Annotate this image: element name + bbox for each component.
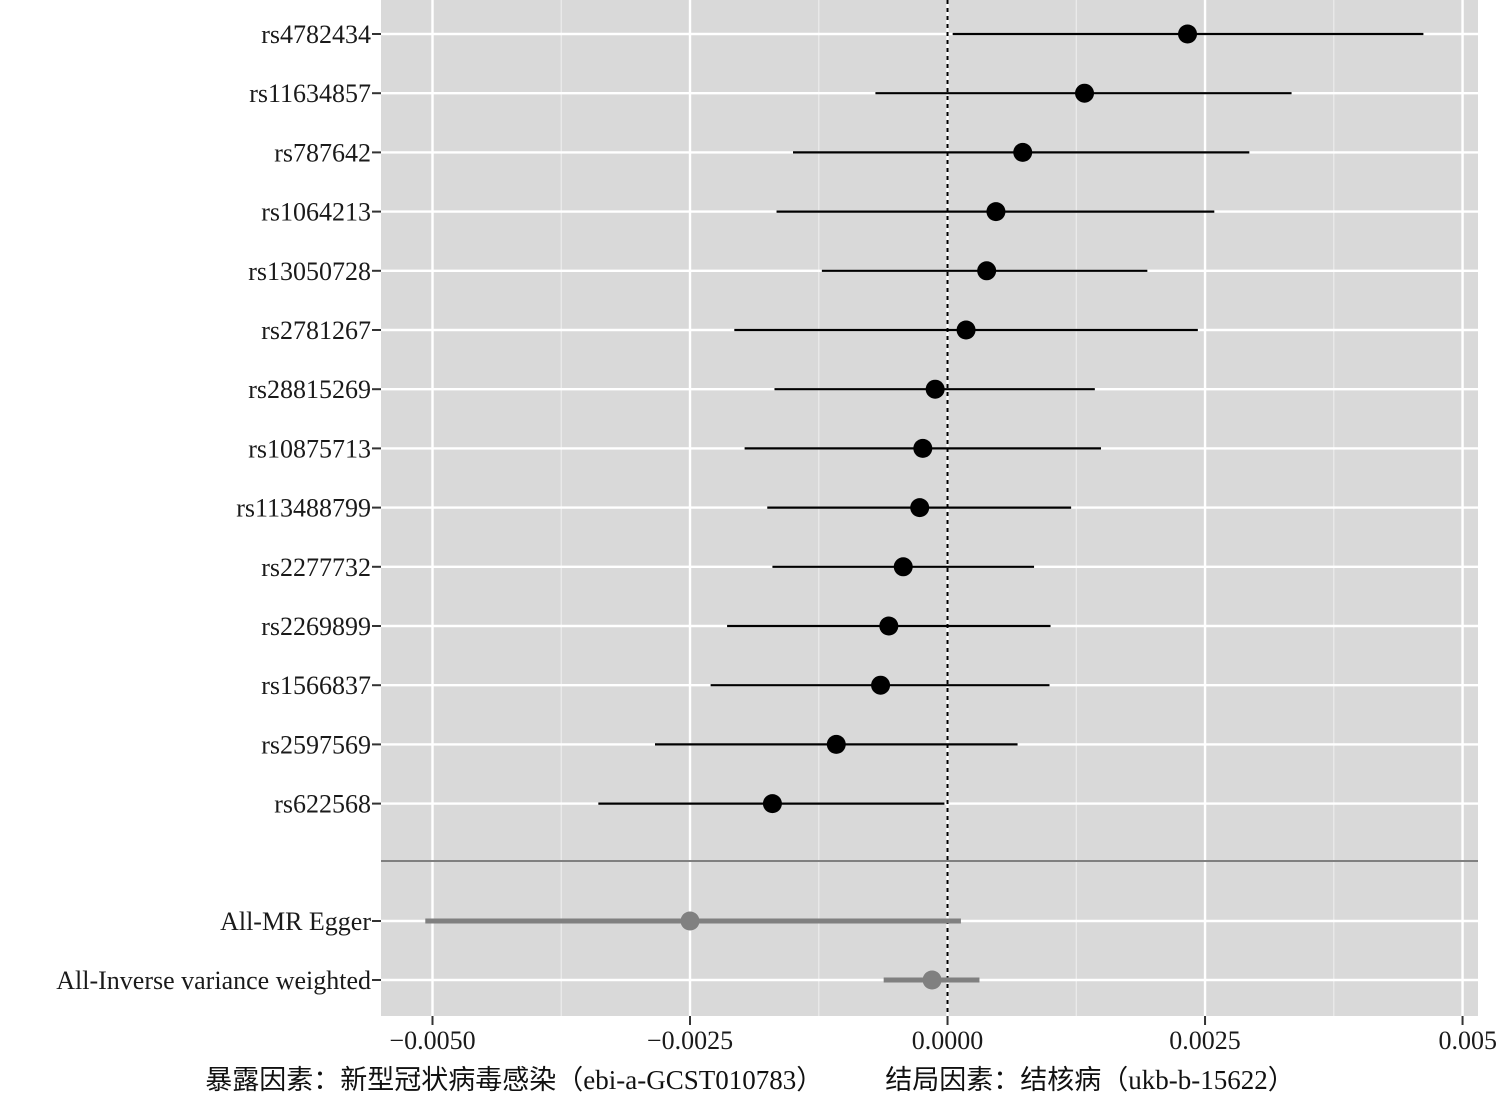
- snp-label: rs4782434: [261, 20, 371, 49]
- summary-point: [922, 970, 942, 990]
- x-tick-label: 0.005: [1439, 1026, 1498, 1055]
- snp-point: [977, 261, 997, 281]
- snp-label: rs1064213: [261, 198, 371, 227]
- x-tick-label: 0.0025: [1169, 1026, 1241, 1055]
- snp-point: [986, 202, 1006, 222]
- snp-point: [826, 734, 846, 754]
- snp-label: rs622568: [274, 790, 371, 819]
- caption-exposure: 暴露因素：新型冠状病毒感染（ebi-a-GCST010783）: [205, 1065, 824, 1095]
- snp-label: rs13050728: [248, 257, 371, 286]
- snp-point: [879, 616, 899, 636]
- snp-point: [913, 438, 933, 458]
- figure-caption: 暴露因素：新型冠状病毒感染（ebi-a-GCST010783） 结局因素：结核病（…: [0, 1058, 1500, 1097]
- x-tick-label: −0.0050: [389, 1026, 475, 1055]
- snp-label: rs11634857: [249, 79, 371, 108]
- snp-point: [925, 379, 945, 399]
- y-axis: rs4782434 rs11634857 rs787642 rs1064213 rs13…: [56, 20, 381, 995]
- snp-point: [1013, 142, 1033, 162]
- snp-label: rs2277732: [261, 553, 371, 582]
- summary-label: All-MR Egger: [220, 907, 371, 936]
- snp-point: [1075, 83, 1095, 103]
- snp-point: [871, 675, 891, 695]
- snp-point: [762, 794, 782, 814]
- forest-plot: rs4782434 rs11634857 rs787642 rs1064213 rs13…: [56, 0, 1497, 1055]
- summary-label: All-Inverse variance weighted: [56, 966, 371, 995]
- snp-label: rs787642: [274, 138, 371, 167]
- snp-point: [956, 320, 976, 340]
- snp-label: rs2781267: [261, 316, 371, 345]
- estimate-marks: [425, 24, 1424, 990]
- x-tick-label: −0.0025: [647, 1026, 733, 1055]
- snp-label: rs2597569: [261, 730, 371, 759]
- snp-label: rs2269899: [261, 612, 371, 641]
- caption-outcome: 结局因素：结核病（ukb-b-15622）: [885, 1065, 1295, 1095]
- x-tick-label: 0.0000: [912, 1026, 984, 1055]
- snp-point: [1178, 24, 1198, 44]
- summary-point: [680, 911, 700, 931]
- x-axis: −0.0050 −0.0025 0.0000 0.0025 0.005: [389, 1016, 1497, 1055]
- snp-label: rs1566837: [261, 671, 371, 700]
- snp-point: [893, 557, 913, 577]
- snp-label: rs113488799: [236, 494, 371, 523]
- snp-label: rs28815269: [248, 375, 371, 404]
- snp-point: [910, 498, 930, 518]
- snp-label: rs10875713: [248, 434, 371, 463]
